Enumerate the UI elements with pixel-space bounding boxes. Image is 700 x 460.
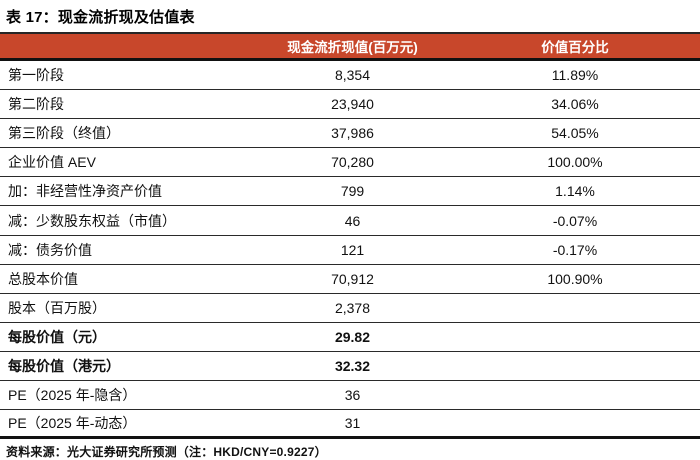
row-value: 70,912 [331,270,374,287]
row-label: 每股价值（港元） [8,357,120,374]
row-value: 46 [344,212,361,229]
row-value: 2,378 [334,299,371,316]
row-percent: 100.00% [547,154,603,171]
row-value: 70,280 [331,154,374,171]
row-label: 总股本价值 [8,270,78,287]
row-label: 加：非经营性净资产价值 [8,183,162,200]
row-value: 23,940 [331,96,374,113]
row-label: 减：少数股东权益（市值） [8,212,176,229]
row-label: PE（2025 年-动态） [8,415,137,432]
row-label: 股本（百万股） [8,299,106,316]
row-value: 31 [344,415,361,432]
row-value: 32.32 [334,357,371,374]
table-title: 表 17：现金流折现及估值表 [6,9,195,26]
row-label: 每股价值（元） [8,328,106,345]
row-percent: 1.14% [555,183,595,200]
table-row: 总股本价值 70,912 100.90% [0,265,700,294]
row-label: 第一阶段 [8,67,64,84]
table-header-row: 现金流折现值(百万元) 价值百分比 [0,32,700,61]
table-row: 企业价值 AEV 70,280 100.00% [0,148,700,178]
row-percent: 100.90% [547,270,603,287]
table-row: 第二阶段 23,940 34.06% [0,90,700,120]
row-value: 8,354 [334,67,371,84]
row-value: 799 [340,183,365,200]
table-row: 每股价值（元） 29.82 [0,323,700,352]
table-row: 第一阶段 8,354 11.89% [0,61,700,91]
row-value: 37,986 [331,125,374,142]
source-note: 资料来源：光大证券研究所预测（注：HKD/CNY=0.9227） [6,445,327,460]
table-row: 第三阶段（终值） 37,986 54.05% [0,119,700,149]
row-percent: 11.89% [551,67,599,84]
column-header-value: 现金流折现值(百万元) [287,40,418,55]
row-percent: -0.17% [552,241,598,258]
column-header-percent: 价值百分比 [541,40,609,55]
row-value: 36 [344,387,361,404]
table-row: 每股价值（港元） 32.32 [0,352,700,382]
table-row: PE（2025 年-动态） 31 [0,410,700,440]
table-row: 股本（百万股） 2,378 [0,294,700,323]
table-row: 减：债务价值 121 -0.17% [0,236,700,265]
table-row: PE（2025 年-隐含） 36 [0,381,700,411]
table-row: 减：少数股东权益（市值） 46 -0.07% [0,206,700,236]
table-row: 加：非经营性净资产价值 799 1.14% [0,177,700,207]
row-value: 29.82 [334,328,371,345]
row-label: 减：债务价值 [8,241,92,258]
row-value: 121 [340,241,365,258]
row-label: 第二阶段 [8,96,64,113]
valuation-table: 现金流折现值(百万元) 价值百分比 第一阶段 8,354 11.89% 第二阶段… [0,32,700,440]
row-label: PE（2025 年-隐含） [8,387,137,404]
row-label: 第三阶段（终值） [8,125,120,142]
row-percent: 54.05% [551,125,599,142]
row-percent: 34.06% [551,96,599,113]
row-percent: -0.07% [552,212,598,229]
row-label: 企业价值 AEV [8,154,96,171]
